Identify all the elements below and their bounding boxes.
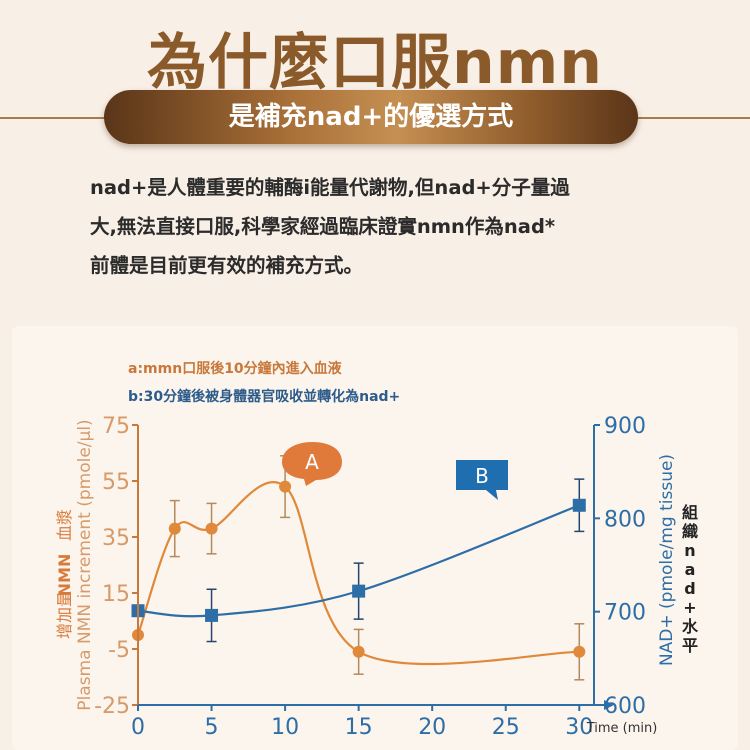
x-tick-label: 10	[271, 715, 299, 740]
series-b-point	[352, 584, 366, 598]
series-a-point	[279, 480, 292, 493]
series-b-point	[572, 498, 586, 512]
annotation-b: b:30分鐘後被身體器官吸收並轉化為nad+	[128, 388, 400, 405]
intro-line-1: nad+是人體重要的輔酶i能量代謝物,但nad+分子量過	[90, 176, 570, 199]
left-tick-label: 55	[102, 470, 130, 495]
right-axis-label-cn-char: 平	[682, 636, 698, 655]
banner-text: 是補充nad+的優選方式	[228, 102, 514, 132]
right-axis-label-cn-char: 組	[682, 503, 698, 522]
right-tick-label: 800	[604, 507, 646, 532]
callout-a-label: A	[305, 450, 319, 474]
x-tick-label: 20	[418, 715, 446, 740]
right-axis-label-cn-char: n	[684, 541, 695, 560]
right-axis-label-cn: 組織 n a d +水平	[682, 503, 699, 655]
x-tick-label: 5	[205, 715, 219, 740]
subtitle-banner: 是補充nad+的優選方式	[104, 90, 638, 144]
left-axis-label-cn-2: NMN	[55, 554, 74, 597]
left-tick-label: 75	[102, 414, 130, 439]
right-axis-label-cn-char: 水	[682, 617, 699, 636]
intro-line-3: 前體是目前更有效的補充方式。	[90, 254, 364, 277]
page-title: 為什麼口服nmn	[147, 28, 603, 98]
callout-b-label: B	[475, 464, 489, 488]
right-axis-label-cn-char: 織	[682, 522, 698, 541]
annotation-a: a:mmn口服後10分鐘內進入血液	[128, 360, 343, 377]
intro-paragraph: nad+是人體重要的輔酶i能量代謝物,但nad+分子量過 大,無法直接口服,科學…	[90, 168, 650, 285]
x-axis-label: Time (min)	[586, 721, 658, 736]
left-tick-label: -5	[108, 638, 130, 663]
left-axis-label-cn-1: 血漿	[55, 509, 74, 541]
right-axis-label-cn-char: a	[685, 560, 696, 579]
left-tick-label: 15	[102, 582, 130, 607]
callout-b-bubble	[456, 460, 508, 500]
left-axis-label-en: Plasma NMN increment (pmole/μl)	[75, 419, 95, 710]
left-tick-label: -25	[94, 694, 130, 719]
right-tick-label: 700	[604, 601, 646, 626]
right-axis-label-cn-char: +	[683, 598, 696, 617]
x-tick-label: 30	[565, 715, 593, 740]
left-axis-label-cn-3: 增加量	[55, 591, 74, 639]
callout-a-bubble	[282, 442, 342, 486]
series-a-point	[205, 522, 218, 535]
title-divider-left	[0, 117, 110, 119]
series-a-point	[573, 645, 586, 658]
x-tick-label: 15	[345, 715, 373, 740]
right-axis-label-cn-char: d	[684, 579, 695, 598]
x-tick-label: 25	[492, 715, 520, 740]
left-tick-label: 35	[102, 526, 130, 551]
series-a-point	[168, 522, 181, 535]
right-tick-label: 900	[604, 414, 646, 439]
intro-line-2: 大,無法直接口服,科學家經過臨床證實nmn作為nad*	[90, 215, 556, 238]
series-b-point	[205, 608, 219, 622]
right-axis-label-en: NAD+ (pmole/mg tissue)	[657, 454, 677, 666]
x-tick-label: 0	[131, 715, 145, 740]
series-a-point	[352, 645, 365, 658]
x-axis-arrow	[604, 700, 614, 710]
title-divider-right	[632, 117, 750, 119]
series-b-line	[137, 504, 580, 618]
